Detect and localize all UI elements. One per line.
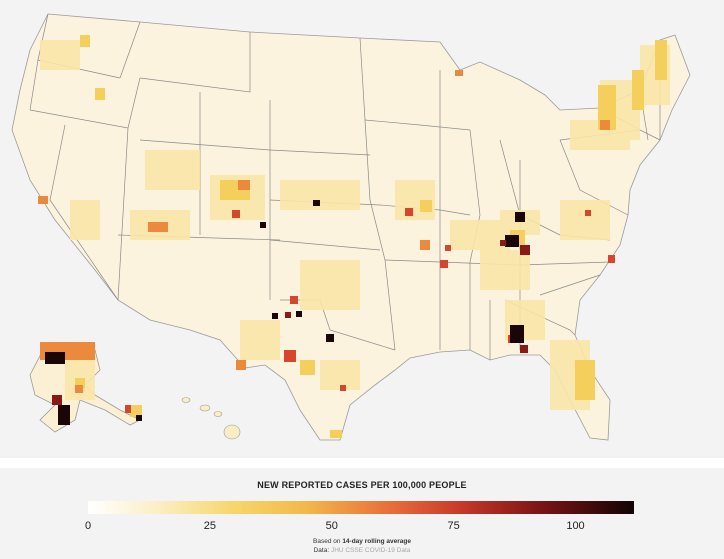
- map-legend: NEW REPORTED CASES PER 100,000 PEOPLE 0 …: [0, 468, 724, 559]
- section-divider: [0, 458, 724, 468]
- legend-tick: 50: [325, 520, 338, 532]
- us-county-map: [11, 13, 691, 441]
- legend-tick: 75: [447, 520, 460, 532]
- legend-source: Data: JHU CSSE COVID-19 Data: [0, 547, 724, 554]
- legend-tick: 25: [203, 520, 216, 532]
- darkest-counties: [45, 200, 525, 425]
- orange-counties: [38, 70, 610, 393]
- legend-note-bold: 14-day rolling average: [342, 538, 411, 545]
- legend-source-link[interactable]: JHU CSSE COVID-19 Data: [330, 547, 411, 554]
- state-borders: [29, 13, 661, 360]
- legend-source-prefix: Data:: [313, 547, 331, 554]
- choropleth-map: [11, 13, 691, 441]
- yellow-counties: [75, 35, 667, 438]
- legend-note-prefix: Based on: [313, 538, 343, 545]
- red-counties: [125, 208, 615, 413]
- legend-title: NEW REPORTED CASES PER 100,000 PEOPLE: [257, 480, 467, 490]
- legend-tick: 0: [84, 520, 92, 532]
- legend-color-scale: [88, 501, 634, 514]
- legend-note: Based on 14-day rolling average: [0, 538, 724, 545]
- legend-tick: 100: [566, 520, 585, 532]
- dark-red-counties: [52, 240, 530, 405]
- hawaii-islands: [181, 397, 241, 440]
